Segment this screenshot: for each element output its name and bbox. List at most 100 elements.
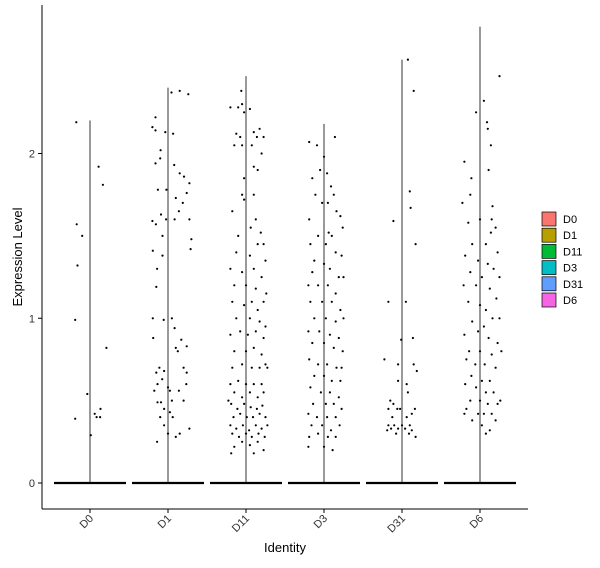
data-point	[463, 333, 466, 336]
x-ticks: D0 D1 D11 D3 D31 D6	[78, 509, 486, 535]
data-point	[342, 276, 345, 279]
data-point	[308, 435, 311, 438]
data-point	[469, 271, 472, 274]
data-point	[492, 267, 495, 270]
data-point	[488, 287, 491, 290]
data-point	[237, 234, 240, 237]
data-point	[239, 330, 242, 333]
data-point	[162, 318, 165, 321]
data-point	[156, 440, 159, 443]
data-point	[474, 363, 477, 366]
legend-label-d31: D31	[563, 279, 583, 291]
data-point	[237, 106, 240, 109]
data-point	[264, 416, 267, 419]
data-point	[461, 201, 464, 204]
data-point	[315, 416, 319, 419]
data-point	[498, 317, 501, 320]
data-point	[327, 231, 330, 234]
data-point	[173, 327, 176, 330]
data-point	[494, 419, 497, 422]
data-point	[262, 336, 265, 340]
data-point	[153, 389, 156, 392]
data-point	[308, 358, 311, 361]
data-point	[178, 89, 181, 92]
data-point	[170, 91, 173, 94]
data-point	[312, 402, 315, 405]
data-point	[311, 341, 314, 345]
data-point	[326, 416, 329, 419]
data-point	[491, 317, 494, 320]
data-point	[159, 149, 162, 152]
data-point	[249, 406, 252, 409]
data-point	[483, 363, 486, 366]
data-point	[313, 259, 316, 262]
data-point	[334, 292, 337, 295]
y-axis-title: Expression Level	[10, 207, 25, 306]
data-point	[397, 427, 400, 430]
data-point	[482, 325, 485, 328]
data-point	[321, 201, 324, 204]
data-point	[387, 407, 390, 410]
data-point	[495, 297, 498, 300]
data-point	[339, 379, 342, 382]
data-point	[233, 144, 236, 147]
data-point	[241, 396, 244, 399]
data-point	[321, 424, 324, 427]
data-point	[252, 193, 255, 196]
legend-label-d6: D6	[563, 295, 577, 307]
data-point	[313, 317, 316, 320]
legend-swatch-d0	[541, 211, 557, 227]
data-point	[337, 336, 340, 340]
data-point	[335, 210, 338, 213]
data-point	[177, 210, 180, 213]
data-point	[99, 407, 102, 410]
data-point	[341, 350, 344, 353]
data-point	[230, 402, 233, 405]
data-point	[237, 435, 241, 438]
data-point	[264, 363, 267, 366]
y-tick-label: 0	[29, 478, 35, 490]
data-point	[328, 267, 331, 270]
data-point	[178, 432, 181, 435]
data-point	[330, 379, 333, 382]
data-point	[256, 243, 259, 246]
data-point	[156, 383, 159, 386]
data-point	[469, 399, 472, 402]
data-point	[237, 379, 240, 382]
data-point	[154, 223, 157, 226]
data-point	[484, 308, 487, 312]
data-point	[254, 218, 257, 221]
data-point	[309, 243, 312, 246]
data-point	[159, 401, 163, 404]
data-point	[406, 58, 409, 61]
data-point	[161, 234, 164, 237]
data-point	[233, 284, 236, 287]
data-point	[266, 366, 269, 369]
data-point	[232, 416, 235, 419]
data-point	[99, 416, 102, 419]
data-point	[310, 424, 313, 427]
data-point	[229, 106, 232, 109]
data-point	[251, 416, 255, 419]
data-points	[74, 58, 503, 455]
data-point	[101, 183, 104, 186]
data-point	[188, 218, 191, 221]
data-point	[391, 416, 394, 419]
data-point	[467, 300, 470, 303]
data-point	[258, 412, 261, 415]
legend: D0 D1 D11 D3 D31 D6	[541, 211, 583, 308]
data-point	[263, 435, 266, 438]
data-point	[159, 157, 162, 160]
data-point	[236, 407, 239, 410]
data-point	[339, 215, 342, 218]
data-point	[469, 193, 472, 196]
data-point	[326, 363, 329, 366]
data-point	[256, 440, 259, 443]
data-point	[331, 449, 334, 452]
data-point	[231, 432, 234, 435]
data-point	[470, 177, 473, 180]
data-point	[491, 205, 494, 208]
data-point	[260, 152, 263, 155]
data-point	[319, 168, 322, 172]
data-point	[163, 424, 166, 427]
